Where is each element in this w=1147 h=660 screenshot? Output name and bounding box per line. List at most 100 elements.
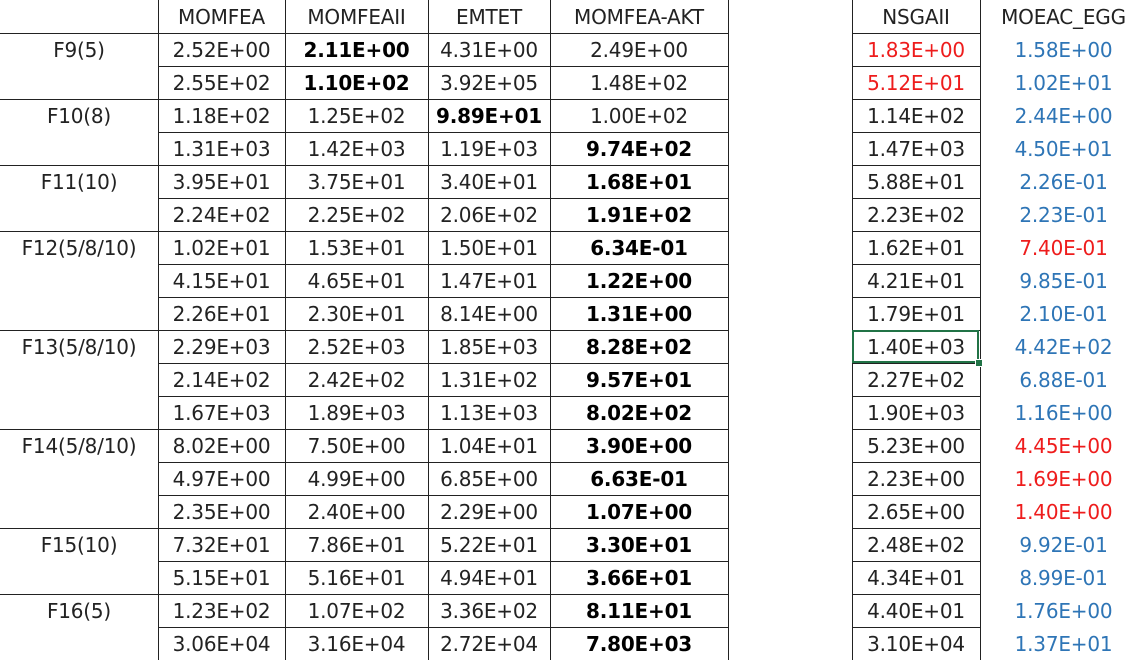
value-cell[interactable]: 5.16E+01 [307,565,406,590]
value-cell[interactable]: 9.92E-01 [1019,532,1108,557]
value-cell[interactable]: 1.90E+03 [867,400,965,425]
value-cell[interactable]: 2.23E+00 [867,466,965,491]
value-cell[interactable]: 1.02E+01 [1014,70,1113,95]
value-cell[interactable]: 6.88E-01 [1019,367,1108,392]
value-cell[interactable]: 1.14E+02 [867,103,965,128]
value-cell[interactable]: 2.10E-01 [1019,301,1108,326]
value-cell[interactable]: 2.26E+01 [172,301,271,326]
value-cell[interactable]: 2.29E+03 [172,334,271,359]
value-cell[interactable]: 1.37E+01 [1014,631,1113,656]
header-momfea-akt[interactable]: MOMFEA-AKT [574,4,704,29]
value-cell[interactable]: 2.48E+02 [867,532,965,557]
value-cell[interactable]: 9.57E+01 [586,367,692,392]
value-cell[interactable]: 4.65E+01 [307,268,406,293]
value-cell[interactable]: 1.85E+03 [440,334,538,359]
value-cell[interactable]: 2.52E+03 [307,334,406,359]
value-cell[interactable]: 3.90E+00 [586,433,692,458]
value-cell[interactable]: 1.62E+01 [867,235,965,260]
value-cell[interactable]: 7.50E+00 [307,433,406,458]
value-cell[interactable]: 5.22E+01 [440,532,538,557]
value-cell[interactable]: 9.74E+02 [586,136,692,161]
value-cell[interactable]: 1.23E+02 [172,598,271,623]
value-cell[interactable]: 1.50E+01 [440,235,538,260]
value-cell[interactable]: 2.65E+00 [867,499,965,524]
value-cell[interactable]: 4.42E+02 [1014,334,1113,359]
value-cell[interactable]: 6.85E+00 [440,466,538,491]
value-cell[interactable]: 3.95E+01 [172,169,271,194]
value-cell[interactable]: 1.18E+02 [172,103,271,128]
value-cell[interactable]: 8.02E+02 [586,400,692,425]
value-cell[interactable]: 7.40E-01 [1019,235,1108,260]
value-cell[interactable]: 4.50E+01 [1014,136,1113,161]
header-momfea[interactable]: MOMFEA [178,4,265,29]
header-nsgaii[interactable]: NSGAII [882,4,950,29]
value-cell[interactable]: 2.55E+02 [172,70,271,95]
value-cell[interactable]: 2.49E+00 [590,37,688,62]
value-cell[interactable]: 1.07E+00 [586,499,692,524]
value-cell[interactable]: 1.00E+02 [590,103,688,128]
value-cell[interactable]: 3.06E+04 [172,631,271,656]
value-cell[interactable]: 1.91E+02 [586,202,692,227]
value-cell[interactable]: 3.16E+04 [307,631,406,656]
value-cell[interactable]: 2.40E+00 [307,499,406,524]
value-cell[interactable]: 1.48E+02 [590,70,688,95]
value-cell[interactable]: 1.22E+00 [586,268,692,293]
value-cell[interactable]: 2.26E-01 [1019,169,1108,194]
row-label-cell[interactable]: F12(5/8/10) [21,235,137,260]
value-cell[interactable]: 2.30E+01 [307,301,406,326]
value-cell[interactable]: 4.94E+01 [440,565,538,590]
value-cell[interactable]: 2.24E+02 [172,202,271,227]
value-cell[interactable]: 8.11E+01 [586,598,692,623]
value-cell[interactable]: 1.58E+00 [1014,37,1113,62]
value-cell[interactable]: 2.44E+00 [1014,103,1113,128]
value-cell[interactable]: 2.11E+00 [303,37,410,62]
value-cell[interactable]: 2.35E+00 [172,499,271,524]
value-cell[interactable]: 4.34E+01 [867,565,965,590]
value-cell[interactable]: 1.79E+01 [867,301,965,326]
value-cell[interactable]: 1.19E+03 [440,136,538,161]
value-cell[interactable]: 7.80E+03 [586,631,692,656]
value-cell[interactable]: 8.14E+00 [440,301,538,326]
row-label-cell[interactable]: F14(5/8/10) [21,433,137,458]
value-cell[interactable]: 1.89E+03 [307,400,406,425]
value-cell[interactable]: 5.23E+00 [867,433,965,458]
row-label-cell[interactable]: F15(10) [40,532,118,557]
value-cell[interactable]: 8.99E-01 [1019,565,1108,590]
value-cell[interactable]: 2.14E+02 [172,367,271,392]
value-cell[interactable]: 1.40E+03 [867,334,965,359]
value-cell[interactable]: 3.75E+01 [307,169,406,194]
value-cell[interactable]: 4.31E+00 [440,37,538,62]
value-cell[interactable]: 1.10E+02 [303,70,410,95]
row-label-cell[interactable]: F10(8) [46,103,112,128]
value-cell[interactable]: 1.07E+02 [307,598,406,623]
value-cell[interactable]: 4.40E+01 [867,598,965,623]
value-cell[interactable]: 1.42E+03 [307,136,406,161]
value-cell[interactable]: 1.67E+03 [172,400,271,425]
value-cell[interactable]: 2.06E+02 [440,202,538,227]
value-cell[interactable]: 2.42E+02 [307,367,406,392]
value-cell[interactable]: 1.25E+02 [307,103,406,128]
header-momfeaii[interactable]: MOMFEAII [307,4,406,29]
value-cell[interactable]: 4.99E+00 [307,466,406,491]
row-label-cell[interactable]: F13(5/8/10) [21,334,137,359]
value-cell[interactable]: 4.97E+00 [172,466,271,491]
value-cell[interactable]: 1.83E+00 [867,37,965,62]
value-cell[interactable]: 1.31E+00 [586,301,692,326]
value-cell[interactable]: 1.68E+01 [586,169,692,194]
value-cell[interactable]: 5.12E+01 [867,70,965,95]
value-cell[interactable]: 1.16E+00 [1014,400,1113,425]
value-cell[interactable]: 1.47E+03 [867,136,965,161]
value-cell[interactable]: 7.86E+01 [307,532,406,557]
value-cell[interactable]: 8.02E+00 [172,433,271,458]
value-cell[interactable]: 6.63E-01 [590,466,688,491]
value-cell[interactable]: 4.15E+01 [172,268,271,293]
value-cell[interactable]: 9.85E-01 [1019,268,1108,293]
value-cell[interactable]: 2.72E+04 [440,631,538,656]
value-cell[interactable]: 1.69E+00 [1014,466,1113,491]
value-cell[interactable]: 3.40E+01 [440,169,538,194]
value-cell[interactable]: 3.30E+01 [586,532,692,557]
value-cell[interactable]: 4.21E+01 [867,268,965,293]
value-cell[interactable]: 7.32E+01 [172,532,271,557]
value-cell[interactable]: 5.15E+01 [172,565,271,590]
value-cell[interactable]: 4.45E+00 [1014,433,1113,458]
